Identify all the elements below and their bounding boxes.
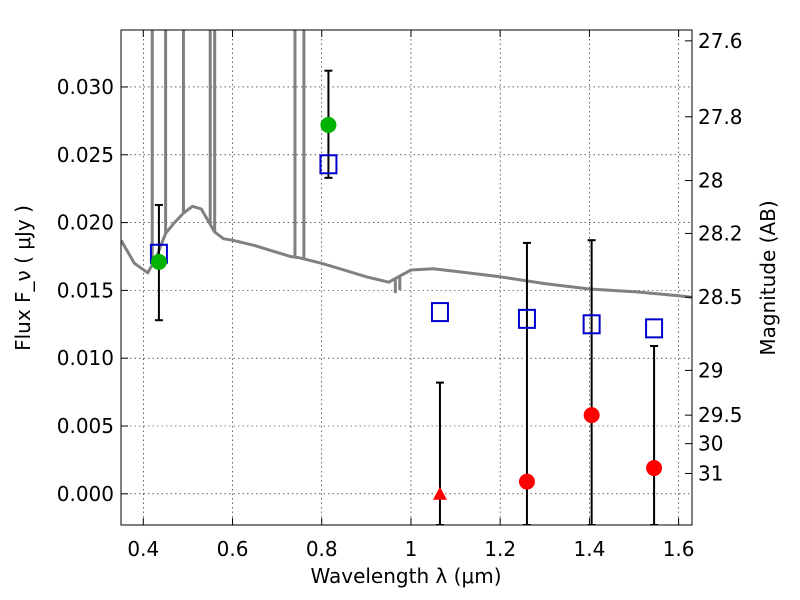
x-tick-label: 1.2 — [484, 537, 516, 561]
y-tick-label: 0.010 — [57, 346, 114, 370]
model-photometry-marker — [319, 154, 338, 175]
right-tick-label: 27.6 — [698, 29, 743, 53]
right-tick-label: 29.5 — [698, 403, 743, 427]
right-tick-label: 28.5 — [698, 285, 743, 309]
x-tick-label: 0.4 — [127, 537, 159, 561]
template-spectrum — [121, 30, 692, 299]
x-tick-label: 1 — [405, 537, 418, 561]
spectrum-line — [121, 204, 692, 299]
data-markers — [149, 116, 664, 500]
right-tick-label: 31 — [698, 461, 723, 485]
x-tick-label: 0.6 — [217, 537, 249, 561]
right-axis-title: Magnitude (AB) — [756, 200, 780, 355]
y-tick-label: 0.005 — [57, 414, 114, 438]
model-photometry-marker — [645, 318, 664, 339]
right-tick-label: 29 — [698, 358, 723, 382]
y-tick-label: 0.025 — [57, 143, 114, 167]
x-axis-title: Wavelength λ (μm) — [310, 564, 501, 588]
model-photometry-marker — [517, 308, 536, 329]
x-tick-label: 1.6 — [663, 537, 695, 561]
upper-limit-marker — [432, 486, 447, 500]
y-tick-label: 0.015 — [57, 278, 114, 302]
right-tick-label: 30 — [698, 432, 723, 456]
y-axis-title: Flux F_ν ( μJy ) — [11, 205, 35, 351]
flux-point-marker — [518, 473, 535, 490]
plot-frame — [120, 29, 693, 526]
y-tick-label: 0.000 — [57, 482, 114, 506]
y-tick-label: 0.020 — [57, 211, 114, 235]
flux-point-marker — [646, 460, 663, 477]
right-tick-label: 28 — [698, 169, 723, 193]
right-tick-label: 27.8 — [698, 105, 743, 129]
flux-point-marker — [583, 407, 600, 424]
flux-point-marker — [150, 253, 167, 270]
right-tick-label: 28.2 — [698, 221, 743, 245]
y-tick-label: 0.030 — [57, 75, 114, 99]
model-photometry-marker — [430, 302, 449, 323]
x-tick-label: 0.8 — [306, 537, 338, 561]
flux-point-marker — [320, 116, 337, 133]
x-tick-label: 1.4 — [573, 537, 605, 561]
model-photometry-marker — [582, 314, 601, 335]
axis-ticks: 0.4 0.6 0.8 1 1.2 1.4 1.6 0.000 0.005 0.010 0.015 0… — [57, 29, 743, 561]
